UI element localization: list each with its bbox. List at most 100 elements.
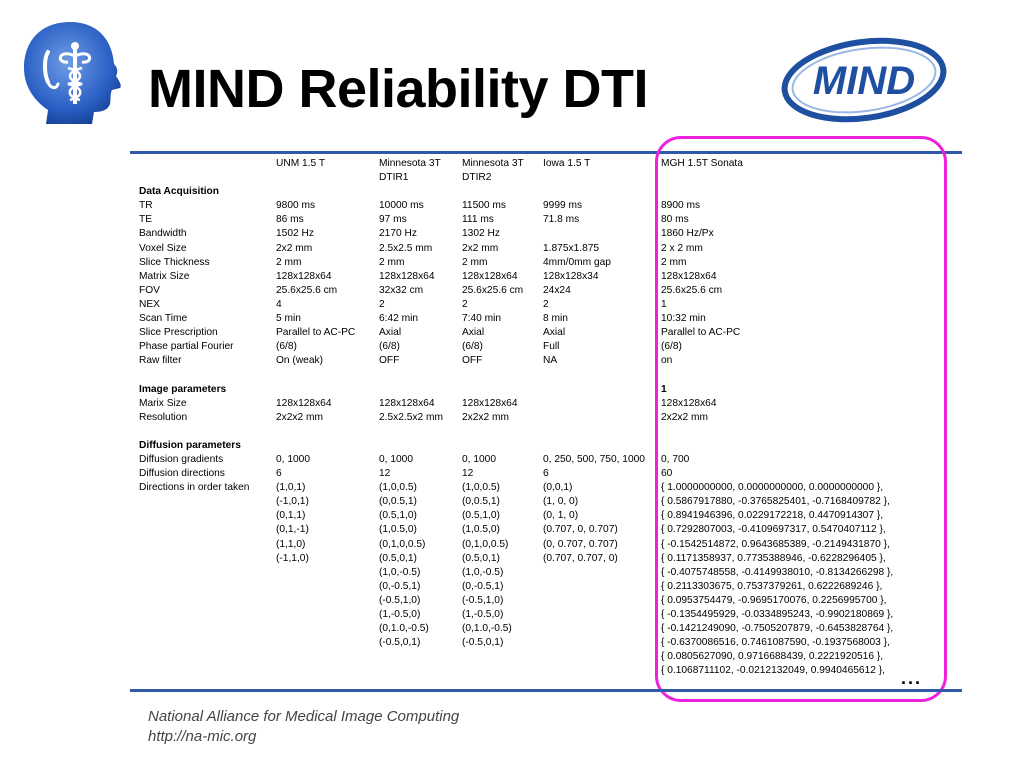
table-cell: 5 min [276,313,301,325]
table-cell: 1 [661,298,667,310]
table-cell: (0.5,0,1) [379,552,417,564]
table-cell: Axial [462,327,485,339]
table-cell: (1,0,0.5) [379,482,417,494]
table-cell: 2 mm [276,256,302,268]
table-cell: 2x2x2 mm [276,411,323,423]
table-cell: { 0.0805627090, 0.9716688439, 0.22219205… [661,651,884,663]
table-cell: { 0.0953754479, -0.9695170076, 0.2256995… [661,594,887,606]
table-cell: 128x128x64 [462,397,518,409]
table-cell: 25.6x25.6 cm [276,284,338,296]
table-cell: 0, 250, 500, 750, 1000 [543,453,645,465]
table-cell: 4 [276,298,282,310]
table-cell: On (weak) [276,355,323,367]
table-cell: (0,0.5,1) [462,496,500,508]
table-cell: (1,0.5,0) [379,524,417,536]
row-label: Diffusion gradients [139,453,224,465]
table-cell: (-0.5,0,1) [462,637,504,649]
table-cell: Minnesota 3T [379,158,441,169]
table-cell: 2x2x2 mm [462,411,509,423]
table-cell: (0, 1, 0) [543,510,579,522]
row-label: Bandwidth [139,228,187,240]
table-cell: 128x128x64 [379,270,435,282]
row-label: Slice Thickness [139,256,210,268]
table-cell: (1,0,0.5) [462,482,500,494]
table-cell: 11500 ms [462,200,506,212]
row-label: Image parameters [139,383,227,395]
mgh-column-highlight [655,136,947,702]
table-cell: 0, 1000 [462,453,496,465]
bottom-rule [130,689,962,692]
row-label: Matrix Size [139,270,190,282]
table-cell: 128x128x64 [661,397,717,409]
table-cell: 9999 ms [543,200,583,212]
table-cell: on [661,355,673,367]
table-cell: (1,0,1) [276,482,306,494]
table-cell: 32x32 cm [379,284,424,296]
mind-oval-logo: MIND [781,37,947,123]
table-cell: (0.707, 0, 0.707) [543,524,618,536]
table-cell: (1,0.5,0) [462,524,500,536]
table-cell: (0.707, 0.707, 0) [543,552,618,564]
table-cell: (1,1,0) [276,538,306,550]
table-cell: { 0.5867917880, -0.3765825401, -0.716840… [661,496,890,508]
table-cell: 80 ms [661,214,689,226]
table-cell: 128x128x64 [276,397,332,409]
table-cell: 12 [462,468,474,480]
row-label: TE [139,214,153,226]
table-cell: DTIR1 [379,172,409,184]
table-cell: 2.5x2.5 mm [379,242,433,254]
table-cell: { 0.8941946396, 0.0229172218, 0.44709143… [661,510,884,522]
table-cell: (-1,1,0) [276,552,309,564]
table-cell: 0, 1000 [379,453,413,465]
table-cell: Parallel to AC-PC [661,327,741,339]
table-cell: 128x128x64 [661,270,717,282]
table-cell: { 0.2113303675, 0.7537379261, 0.62226892… [661,580,883,592]
table-cell: 71.8 ms [543,214,580,226]
table-cell: Iowa 1.5 T [543,158,591,169]
continuation-ellipsis: ... [901,668,923,688]
table-cell: 128x128x64 [462,270,518,282]
table-cell: Full [543,341,560,353]
table-cell: Parallel to AC-PC [276,327,356,339]
table-cell: { 0.1068711102, -0.0212132049, 0.9940465… [661,665,885,677]
row-label: NEX [139,298,160,310]
table-cell: 128x128x64 [379,397,435,409]
table-cell: MGH 1.5T Sonata [661,158,743,169]
row-label: Voxel Size [139,242,187,254]
table-cell: (0.5,1,0) [379,510,417,522]
footer-org: National Alliance for Medical Image Comp… [148,708,460,725]
table-cell: { -0.1354495929, -0.0334895243, -0.99021… [661,609,894,620]
table-cell: 25.6x25.6 cm [661,284,723,296]
table-cell: 9800 ms [276,200,316,212]
table-cell: 0, 1000 [276,453,310,465]
table-cell: 4mm/0mm gap [543,256,611,268]
table-cell: (0,1.0,-0.5) [462,623,512,635]
table-cell: 0, 700 [661,453,690,465]
table-cell: 2 mm [661,256,687,268]
table-cell: (1, 0, 0) [543,496,579,508]
table-cell: NA [543,355,558,367]
table-cell: 6:42 min [379,313,419,325]
row-label: Scan Time [139,313,188,325]
table-cell: Minnesota 3T [462,158,524,169]
table-cell: 6 [276,468,282,480]
top-rule [130,151,962,154]
table-cell: OFF [379,355,400,367]
table-cell: 2170 Hz [379,228,417,240]
table-cell: 60 [661,468,673,480]
table-cell: 24x24 [543,284,571,296]
table-cell: 8 min [543,313,568,325]
table-cell: (6/8) [661,341,682,353]
table-cell: (0, 0.707, 0.707) [543,538,618,550]
table-cell: 2 mm [462,256,488,268]
table-cell: 2 [462,298,468,310]
table-cell: (1,0,-0.5) [379,566,421,578]
table-cell: (6/8) [379,341,400,353]
table-cell: 1.875x1.875 [543,242,600,254]
table-cell: 86 ms [276,214,304,226]
table-cell: { -0.6370086516, 0.7461087590, -0.193756… [661,637,890,649]
table-cell: 2x2 mm [462,242,499,254]
row-label: Resolution [139,411,188,423]
table-cell: (1,-0.5,0) [462,609,504,620]
table-cell: (0.5,0,1) [462,552,500,564]
